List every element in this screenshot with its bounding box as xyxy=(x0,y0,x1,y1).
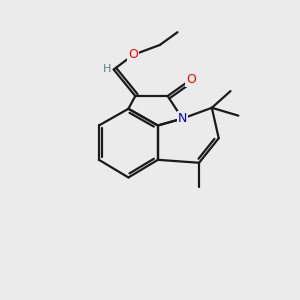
Text: O: O xyxy=(128,48,138,61)
Text: H: H xyxy=(103,64,111,74)
Text: N: N xyxy=(178,112,187,125)
Text: O: O xyxy=(186,73,196,86)
